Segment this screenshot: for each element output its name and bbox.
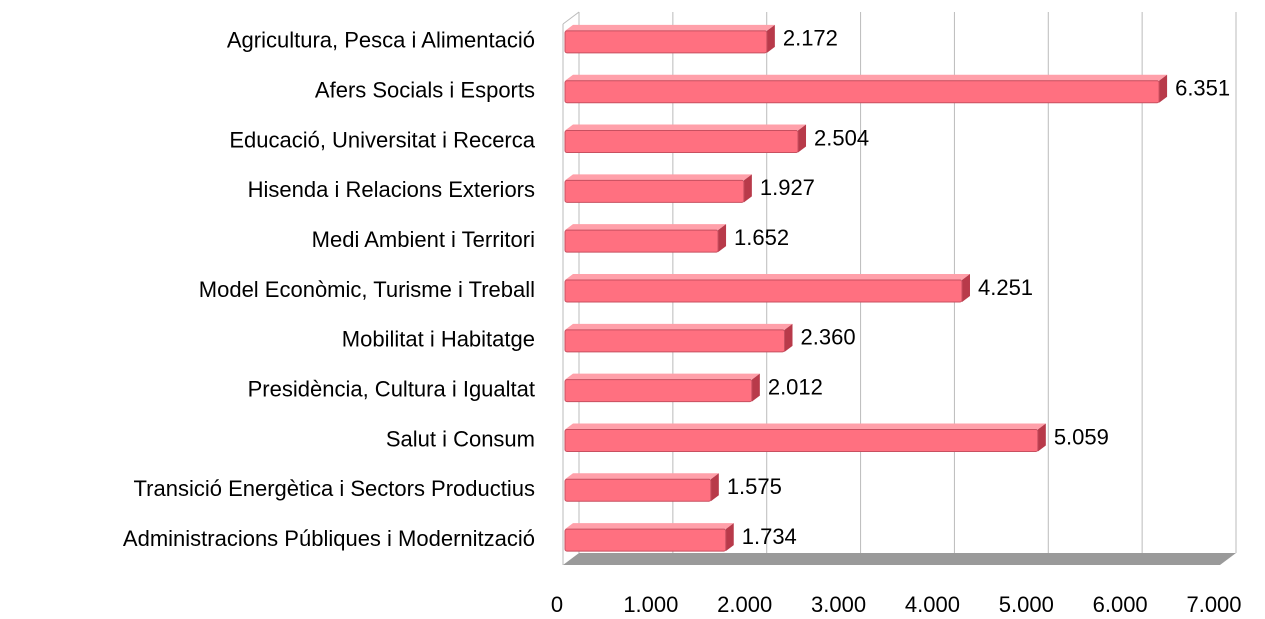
bar-side [725,523,734,552]
value-label: 6.351 [1175,76,1230,101]
bar [564,279,963,303]
value-label: 1.652 [734,225,789,250]
bar-top [565,274,970,280]
bar-top [565,523,734,530]
y-tick-label: Salut i Consum [386,426,535,451]
bar [564,379,753,403]
value-label: 1.734 [742,524,797,549]
y-tick-label: Hisenda i Relacions Exteriors [248,177,535,202]
bar-side [743,174,752,203]
x-tick-label: 2.000 [717,592,772,617]
side-wall-top [562,11,580,25]
bar-top [565,24,775,31]
y-tick-label: Afers Socials i Esports [315,78,535,103]
bar [564,528,727,552]
y-tick-label: Transició Energètica i Sectors Productiu… [134,476,535,501]
value-label: 2.012 [768,374,823,399]
bar-top [565,74,1168,81]
bar-top [565,224,727,231]
x-tick-label: 3.000 [811,592,866,617]
value-label: 1.927 [760,175,815,200]
value-label: 4.251 [978,275,1033,300]
bar [564,130,799,154]
bar-side [766,24,775,53]
value-label: 5.059 [1054,424,1109,449]
bar-side [710,473,719,502]
bar [564,229,719,253]
bar [564,179,745,203]
bar-side [1037,423,1046,452]
x-tick-label: 1.000 [623,592,678,617]
value-label: 1.575 [727,474,782,499]
bar-side [961,274,970,302]
x-tick-label: 4.000 [905,592,960,617]
bar-side [718,224,727,253]
bar-top [565,323,793,330]
y-tick-label: Model Econòmic, Turisme i Treball [199,277,535,302]
y-tick-label: Medi Ambient i Territori [312,227,535,252]
x-tick-label: 0 [551,592,563,617]
x-tick-label: 5.000 [999,592,1054,617]
x-tick-label: 6.000 [1093,592,1148,617]
floor [563,553,1236,565]
value-label: 2.172 [783,26,838,51]
bar-side [751,373,760,402]
bar-top [565,124,807,131]
y-tick-label: Administracions Públiques i Modernitzaci… [123,526,535,551]
bar-top [565,473,719,480]
value-label: 2.360 [801,325,856,350]
bar [564,428,1039,452]
x-tick-label: 7.000 [1186,592,1241,617]
y-tick-label: Agricultura, Pesca i Alimentació [227,28,535,53]
bar-side [784,323,793,352]
y-tick-label: Educació, Universitat i Recerca [229,127,535,152]
y-tick-label: Presidència, Cultura i Igualtat [248,376,535,401]
bar [564,329,786,353]
bar-top [565,423,1046,430]
bar-side [1159,74,1168,103]
bar-top [565,174,752,181]
bar-top [565,373,760,380]
value-label: 2.504 [814,125,869,150]
bar-side [798,124,807,153]
bar [564,80,1160,104]
bar [564,478,712,502]
bar [564,30,768,54]
y-tick-label: Mobilitat i Habitatge [342,327,535,352]
